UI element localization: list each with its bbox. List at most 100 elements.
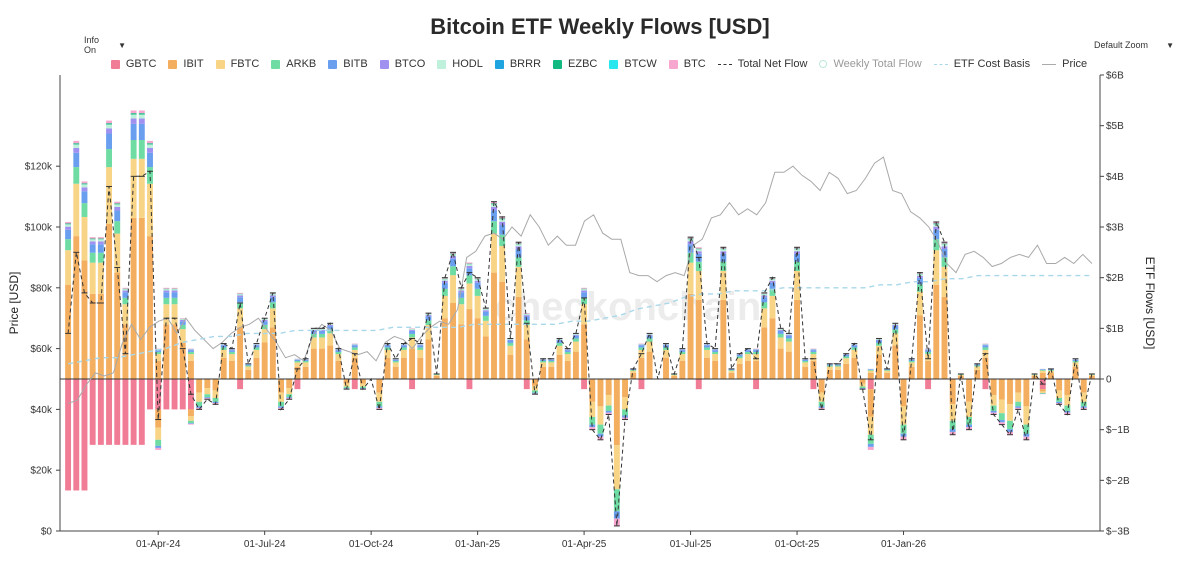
bar-bitb <box>97 244 104 253</box>
bar-hodl <box>220 344 227 345</box>
legend-item-bitb[interactable]: BITB <box>328 58 368 70</box>
legend-item-btco[interactable]: BTCO <box>379 58 425 70</box>
bar-hodl <box>704 344 710 345</box>
bar-ibit <box>294 366 301 379</box>
bar-ibit <box>835 369 841 379</box>
legend-item-ezbc[interactable]: EZBC <box>553 58 597 70</box>
bar-arkb <box>212 398 219 402</box>
bar-bitb <box>769 282 776 289</box>
bar-arkb <box>736 356 743 359</box>
bar-ibit <box>310 348 317 379</box>
bar-ibit <box>704 357 710 379</box>
bar-ibit <box>392 366 399 379</box>
bar-arkb <box>572 338 579 342</box>
x-tick-label: 01-Jul-24 <box>244 539 286 550</box>
bar-ibit <box>998 379 1005 400</box>
bar-gbtc <box>163 379 170 410</box>
bar-bitb <box>663 345 669 348</box>
bar-bitb <box>744 350 751 352</box>
bar-arkb <box>188 420 194 424</box>
bar-ibit <box>941 296 948 379</box>
bar-bitb <box>351 345 358 348</box>
bar-btc <box>409 328 416 329</box>
bar-ibit <box>851 357 858 379</box>
legend-item-btc[interactable]: BTC <box>668 58 706 70</box>
bar-ibit <box>130 217 137 379</box>
legend-item-total-net-flow[interactable]: Total Net Flow <box>717 58 808 70</box>
bar-gbtc <box>867 379 874 390</box>
legend-item-gbtc[interactable]: GBTC <box>110 58 156 70</box>
bar-gbtc <box>147 379 153 410</box>
legend-item-fbtc[interactable]: FBTC <box>215 58 259 70</box>
bar-bitb <box>1015 406 1022 408</box>
zoom-dropdown[interactable]: Default Zoom ▼ <box>1090 38 1178 52</box>
legend-item-ibit[interactable]: IBIT <box>168 58 204 70</box>
bar-arkb <box>204 394 211 398</box>
bar-gbtc <box>294 379 301 390</box>
legend-item-price[interactable]: Price <box>1042 58 1087 70</box>
bar-btc <box>73 140 80 144</box>
bar-arkb <box>163 297 170 305</box>
bar-ibit <box>564 360 571 379</box>
bar-bitb <box>777 330 784 334</box>
bar-arkb <box>990 405 997 411</box>
bar-arkb <box>253 347 260 350</box>
bar-arkb <box>925 351 932 355</box>
bar-btco <box>572 334 579 336</box>
legend-label: Total Net Flow <box>737 58 808 70</box>
bar-fbtc <box>630 370 637 373</box>
legend-item-brrr[interactable]: BRRR <box>494 58 541 70</box>
bar-fbtc <box>933 250 940 285</box>
legend-swatch <box>1042 63 1057 65</box>
bar-ibit <box>515 296 522 379</box>
bar-ibit <box>491 272 497 379</box>
bar-fbtc <box>704 349 710 358</box>
legend-item-weekly-total-flow[interactable]: Weekly Total Flow <box>819 58 922 70</box>
bar-bitb <box>278 406 284 408</box>
bar-hodl <box>474 279 481 281</box>
bar-ibit <box>982 357 989 379</box>
bar-arkb <box>220 347 227 350</box>
bar-fbtc <box>556 345 563 355</box>
bar-bitb <box>302 359 309 361</box>
bar-bitb <box>491 210 497 222</box>
bar-arkb <box>998 413 1005 421</box>
right-tick-label: 0 <box>1106 375 1112 386</box>
legend-item-etf-cost-basis[interactable]: ETF Cost Basis <box>933 58 1030 70</box>
bar-hodl <box>441 279 448 281</box>
bar-ibit <box>351 357 358 379</box>
legend-item-btcw[interactable]: BTCW <box>609 58 657 70</box>
info-toggle-dropdown[interactable]: Info On ▼ <box>80 35 130 55</box>
legend-label: ARKB <box>286 58 317 70</box>
bar-arkb <box>491 221 497 234</box>
bar-btc <box>188 423 194 425</box>
bar-bitb <box>687 244 694 253</box>
bar-hodl <box>876 339 882 340</box>
bar-ibit <box>433 375 440 379</box>
bar-ibit <box>867 372 874 379</box>
bar-hodl <box>138 114 145 119</box>
bar-ibit <box>417 357 424 379</box>
bar-btco <box>474 280 481 283</box>
bar-arkb <box>515 257 522 267</box>
bar-ibit <box>319 348 325 379</box>
legend-item-hodl[interactable]: HODL <box>437 58 483 70</box>
bar-bitb <box>884 369 891 370</box>
bar-ibit <box>253 357 260 379</box>
bar-btc <box>376 407 383 410</box>
bar-arkb <box>581 297 588 305</box>
bar-bitb <box>548 359 555 361</box>
bar-fbtc <box>409 337 416 349</box>
chevron-down-icon: ▼ <box>118 40 126 50</box>
bar-ibit <box>769 318 776 379</box>
bar-btco <box>106 128 112 134</box>
legend-item-arkb[interactable]: ARKB <box>271 58 316 70</box>
total-net-flow-line <box>67 170 1093 526</box>
bar-ibit <box>204 379 211 389</box>
bar-bitb <box>810 350 817 352</box>
bar-ibit <box>892 345 899 379</box>
bar-bitb <box>556 340 563 343</box>
bar-bitb <box>458 292 465 298</box>
bar-ibit <box>1023 379 1030 407</box>
bar-bitb <box>1007 429 1013 432</box>
